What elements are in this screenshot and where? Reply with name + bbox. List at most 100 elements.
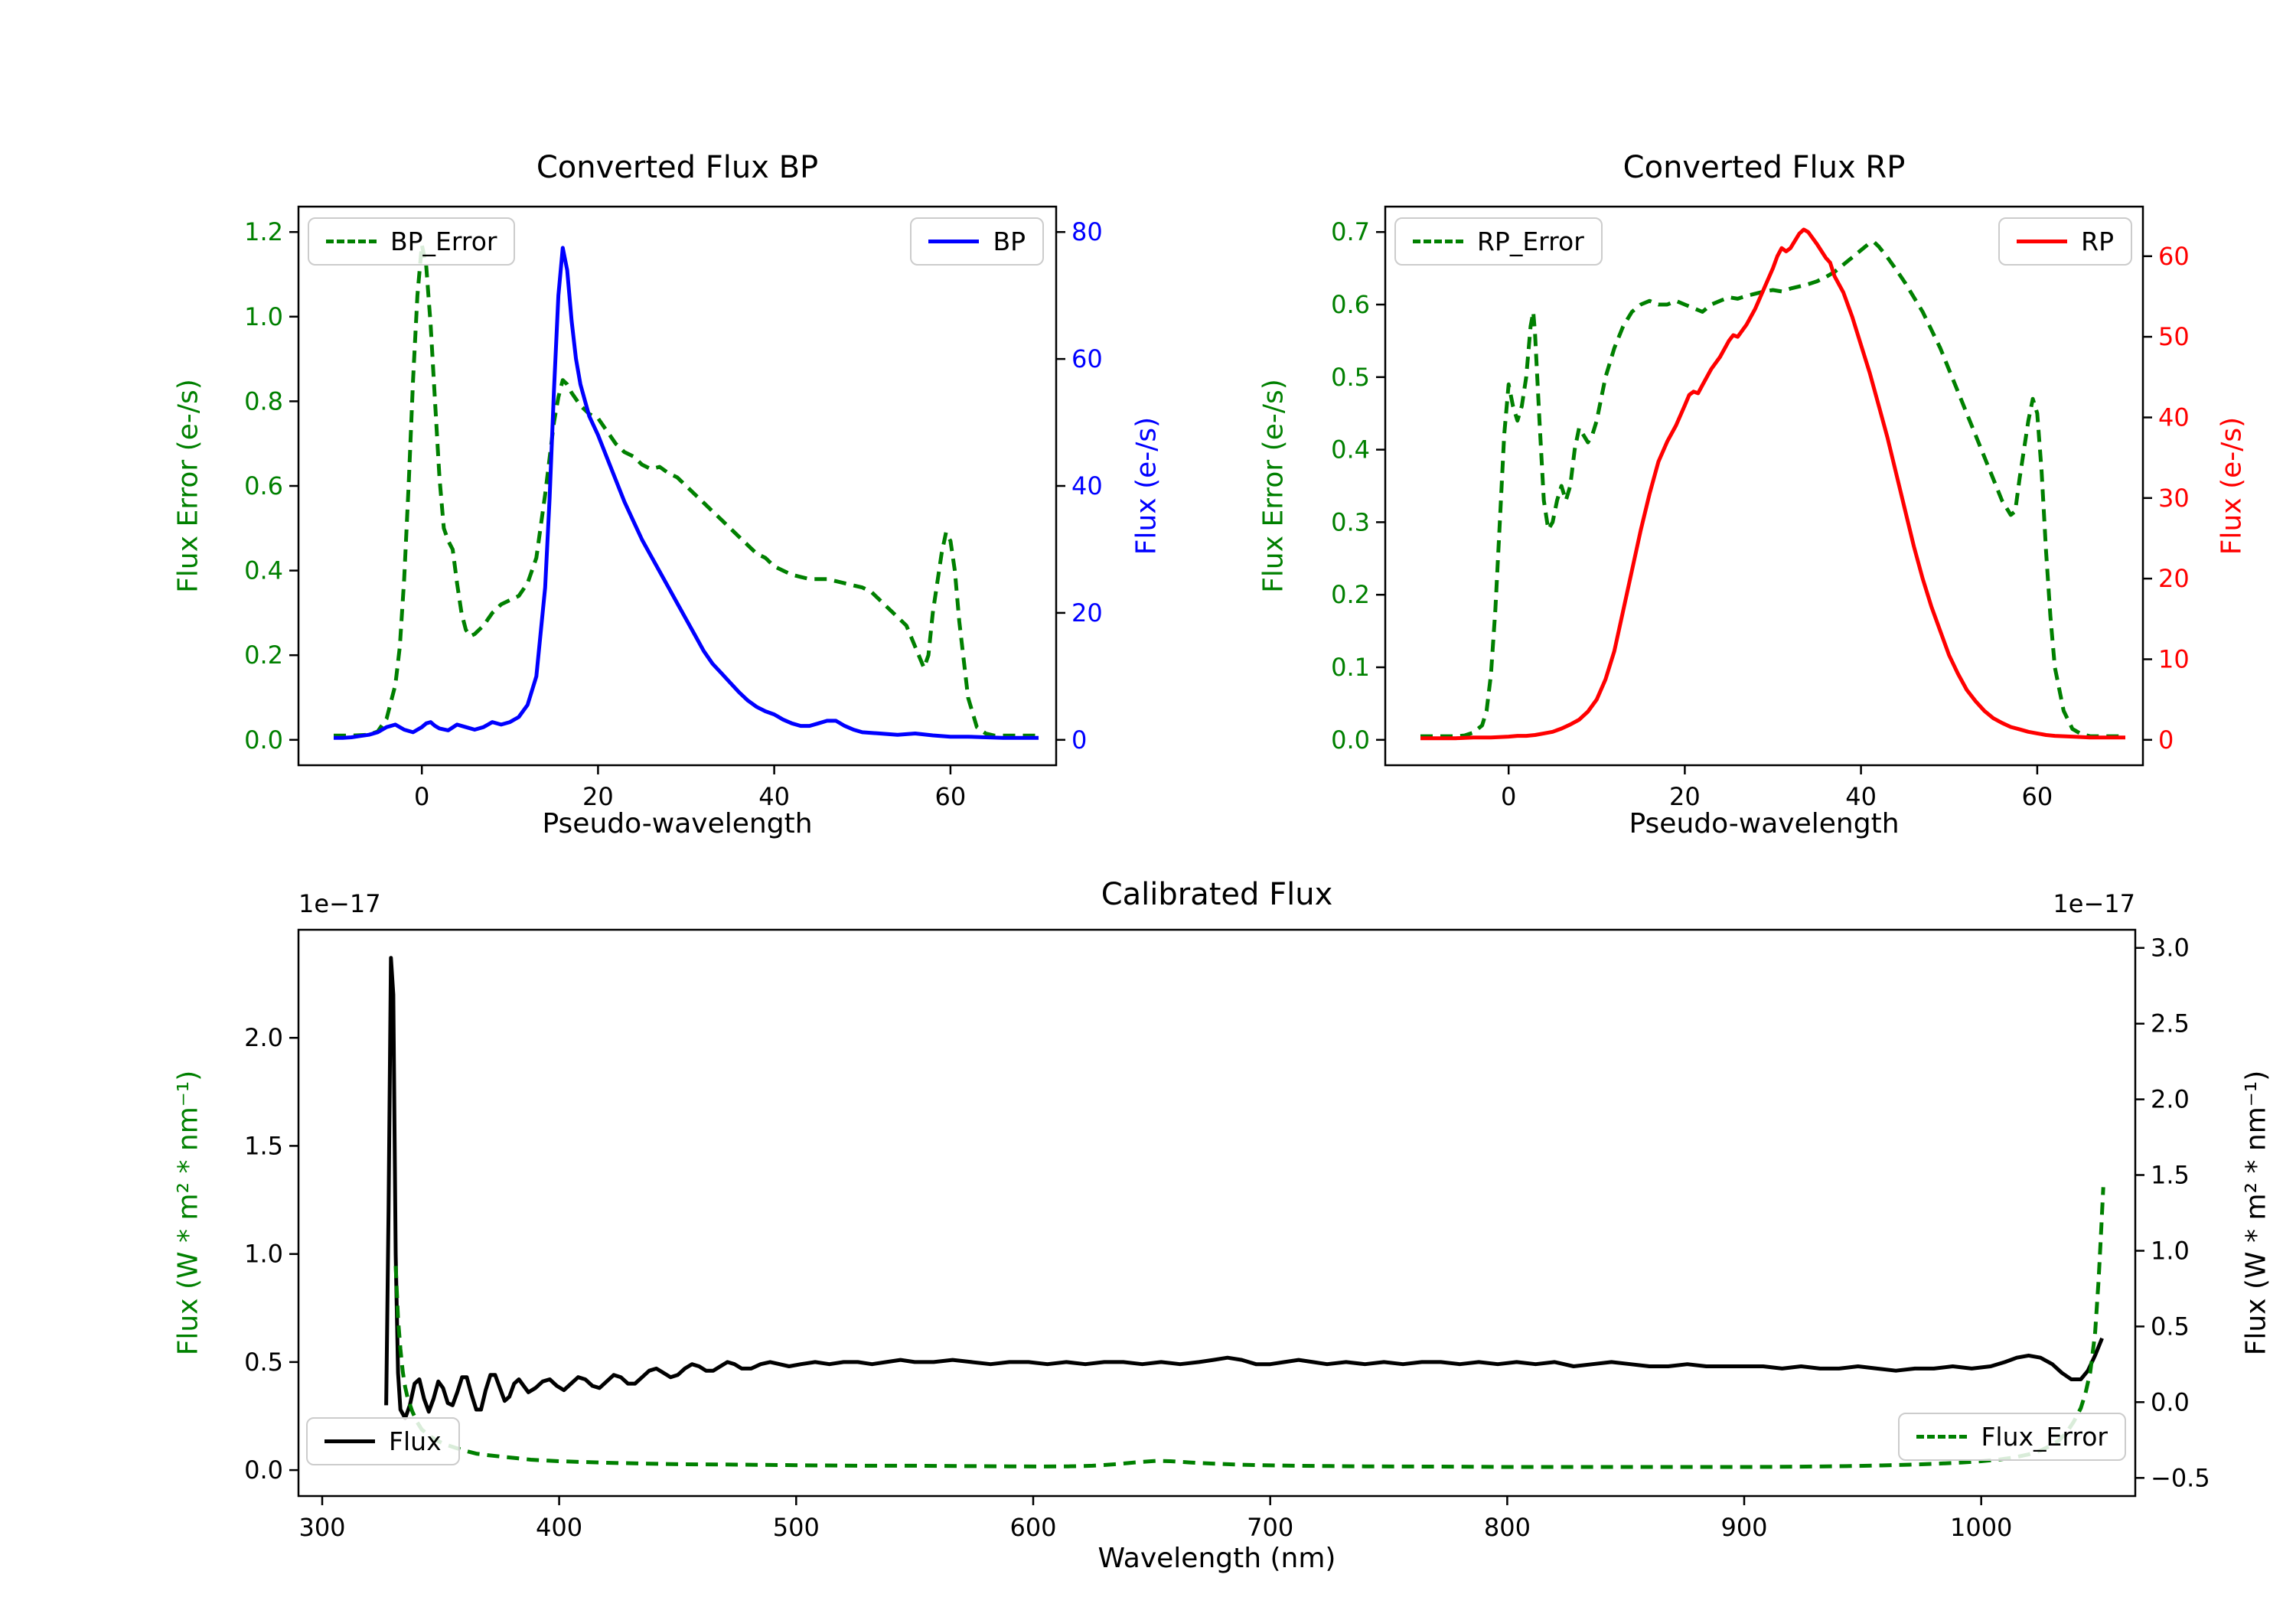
x-tick-label: 400 <box>536 1513 582 1542</box>
flux-error-legend: Flux_Error <box>1898 1413 2126 1461</box>
x-tick-label: 900 <box>1720 1513 1767 1542</box>
y-left-tick-label: 0.5 <box>244 1348 283 1377</box>
y-right-tick-label: 0.0 <box>2151 1387 2190 1416</box>
x-tick-label: 20 <box>582 782 614 811</box>
rp-line <box>1420 227 2125 741</box>
flux-error-legend-line-sample <box>1916 1435 1968 1439</box>
flux-error-legend-label: Flux_Error <box>1981 1422 2108 1452</box>
y-right-tick-label: 1.5 <box>2151 1161 2190 1190</box>
bp-yaxis-right-label: Flux (e-/s) <box>1130 416 1163 556</box>
y-right-tick-label: 80 <box>1071 217 1103 246</box>
bp-error-legend-label: BP_Error <box>390 227 497 256</box>
rp-chart-axes: 0 20 40 60 0.0 0.1 0.2 0.3 0.4 0.5 0.6 0.7 0 10 20 30 40… <box>1331 205 2190 811</box>
bp-chart-title: Converted Flux BP <box>536 150 819 185</box>
x-tick-label: 40 <box>758 782 790 811</box>
x-tick-label: 500 <box>773 1513 820 1542</box>
x-tick-label: 600 <box>1009 1513 1056 1542</box>
x-tick-label: 1000 <box>1950 1513 2012 1542</box>
y-left-tick-label: 1.2 <box>244 217 283 246</box>
y-right-tick-label: 1.0 <box>2151 1237 2190 1266</box>
y-left-tick-label: 2.0 <box>244 1023 283 1052</box>
rp-error-legend-line-sample <box>1413 240 1463 243</box>
calibrated-chart-title: Calibrated Flux <box>1101 877 1333 912</box>
y-left-tick-label: 0.6 <box>244 471 283 500</box>
y-left-tick-label: 0.0 <box>244 1455 283 1485</box>
rp-xaxis-label: Pseudo-wavelength <box>1629 808 1900 839</box>
y-right-tick-label: 50 <box>2158 322 2190 351</box>
y-right-tick-label: 40 <box>1071 471 1103 500</box>
y-right-tick-label: 60 <box>2158 242 2190 271</box>
x-tick-label: 800 <box>1484 1513 1531 1542</box>
x-tick-label: 300 <box>298 1513 345 1542</box>
calibrated-yaxis-left-label: Flux (W * m² * nm⁻¹) <box>172 1070 204 1356</box>
x-tick-label: 700 <box>1247 1513 1293 1542</box>
y-left-tick-label: 1.0 <box>244 302 283 331</box>
y-right-tick-label: 10 <box>2158 645 2190 674</box>
rp_error-line <box>1420 240 2125 738</box>
flux-legend-label: Flux <box>389 1426 442 1456</box>
rp-legend-label: RP <box>2081 227 2114 256</box>
y-left-tick-label: 0.2 <box>1331 580 1370 609</box>
rp-error-legend-label: RP_Error <box>1477 227 1584 256</box>
calibrated-left-offset-text: 1e−17 <box>298 889 381 918</box>
flux-line <box>384 956 2104 1420</box>
y-right-tick-label: 0 <box>1071 725 1087 755</box>
calibrated-right-offset-text: 1e−17 <box>2053 889 2135 918</box>
y-left-tick-label: 0.0 <box>1331 725 1370 755</box>
y-left-tick-label: 1.0 <box>244 1240 283 1269</box>
bp-legend-line-sample <box>928 240 980 243</box>
y-right-tick-label: 30 <box>2158 484 2190 513</box>
y-left-tick-label: 0.4 <box>1331 435 1370 464</box>
bp-error-legend-line-sample <box>326 240 377 243</box>
x-tick-label: 0 <box>414 782 429 811</box>
y-right-tick-label: 0 <box>2158 725 2174 755</box>
bp-legend-label: BP <box>993 227 1026 256</box>
flux-legend-line-sample <box>325 1439 375 1443</box>
y-right-tick-label: 0.5 <box>2151 1312 2190 1341</box>
bp-legend: BP <box>910 217 1044 266</box>
y-left-tick-label: 1.5 <box>244 1131 283 1160</box>
plot-frame <box>1384 205 2144 767</box>
bp_error-line <box>334 243 1039 738</box>
y-left-tick-label: 0.2 <box>244 641 283 670</box>
rp-error-legend: RP_Error <box>1394 217 1603 266</box>
y-left-tick-label: 0.1 <box>1331 653 1370 682</box>
x-tick-label: 60 <box>2022 782 2053 811</box>
bp-chart-axes: 0 20 40 60 0.0 0.2 0.4 0.6 0.8 1.0 1.2 0 20 40 60 80 <box>244 205 1103 811</box>
y-right-tick-label: 20 <box>2158 564 2190 593</box>
rp-legend-line-sample <box>2017 240 2068 243</box>
calibrated-chart-axes: 300 400 500 600 700 800 900 1000 0.0 0.5 1.0 1.5 2.0… <box>244 928 2210 1542</box>
y-right-tick-label: −0.5 <box>2151 1463 2210 1492</box>
y-right-tick-label: 60 <box>1071 344 1103 373</box>
plot-frame <box>297 928 2137 1498</box>
bp-xaxis-label: Pseudo-wavelength <box>542 808 813 839</box>
x-tick-label: 60 <box>935 782 967 811</box>
y-left-tick-label: 0.6 <box>1331 290 1370 319</box>
plot-frame <box>297 205 1058 767</box>
bp-error-legend: BP_Error <box>308 217 516 266</box>
x-tick-label: 0 <box>1501 782 1516 811</box>
y-left-tick-label: 0.4 <box>244 556 283 585</box>
y-right-tick-label: 20 <box>1071 598 1103 627</box>
calibrated-xaxis-label: Wavelength (nm) <box>1097 1543 1336 1574</box>
flux_error-line <box>393 1187 2105 1469</box>
x-tick-label: 40 <box>1845 782 1877 811</box>
bp-line <box>334 246 1039 740</box>
y-left-tick-label: 0.7 <box>1331 217 1370 246</box>
calibrated-yaxis-right-label: Flux (W * m² * nm⁻¹) <box>2240 1070 2272 1356</box>
y-right-tick-label: 2.5 <box>2151 1009 2190 1038</box>
y-left-tick-label: 0.3 <box>1331 507 1370 536</box>
y-left-tick-label: 0.5 <box>1331 363 1370 392</box>
bp-yaxis-left-label: Flux Error (e-/s) <box>172 379 204 593</box>
rp-yaxis-right-label: Flux (e-/s) <box>2216 416 2248 556</box>
x-tick-label: 20 <box>1669 782 1701 811</box>
y-right-tick-label: 3.0 <box>2151 934 2190 963</box>
y-right-tick-label: 2.0 <box>2151 1085 2190 1114</box>
y-left-tick-label: 0.8 <box>244 386 283 416</box>
y-left-tick-label: 0.0 <box>244 725 283 755</box>
y-right-tick-label: 40 <box>2158 403 2190 432</box>
rp-yaxis-left-label: Flux Error (e-/s) <box>1257 379 1290 593</box>
rp-legend: RP <box>1998 217 2132 266</box>
